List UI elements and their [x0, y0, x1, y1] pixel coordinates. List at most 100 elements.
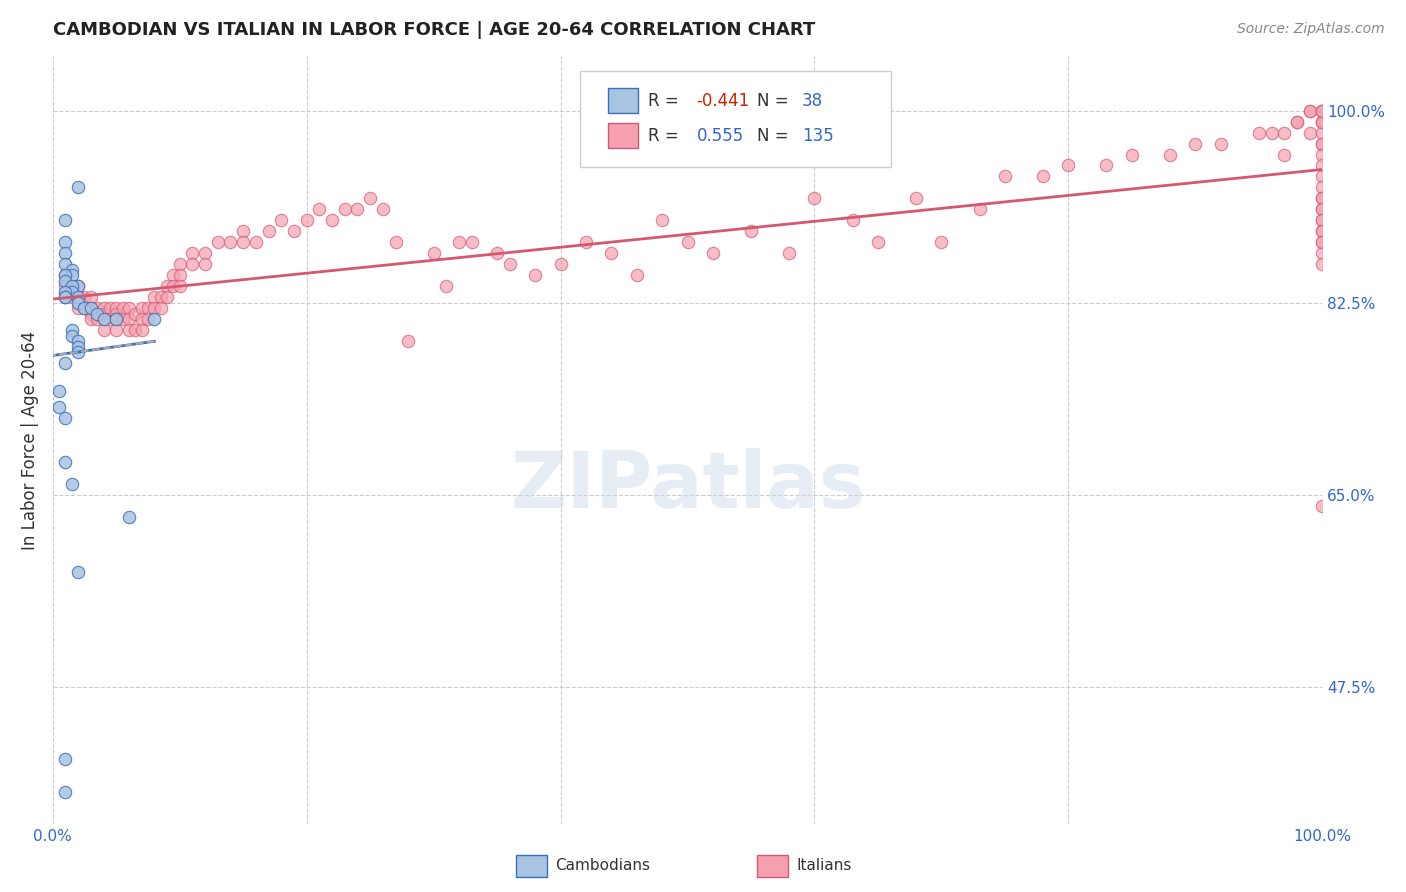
Point [98, 312, 121, 326]
Point [55, 285, 77, 299]
Text: Source: ZipAtlas.com: Source: ZipAtlas.com [1237, 22, 1385, 37]
Point [1310, 103, 1333, 118]
Point [162, 268, 184, 283]
Point [55, 290, 77, 304]
Point [55, 213, 77, 227]
Point [143, 290, 166, 304]
Point [447, 235, 470, 250]
Point [575, 235, 598, 250]
Point [162, 279, 184, 293]
Text: 0.555: 0.555 [696, 127, 744, 145]
Point [149, 290, 172, 304]
Point [55, 279, 77, 293]
Point [931, 235, 953, 250]
Point [460, 235, 482, 250]
Point [67, 279, 90, 293]
Point [111, 301, 134, 316]
Point [131, 301, 153, 316]
Text: R =: R = [648, 127, 685, 145]
Point [143, 301, 166, 316]
Point [67, 345, 90, 359]
Point [86, 307, 108, 321]
Point [1310, 235, 1333, 250]
Point [1310, 114, 1333, 128]
FancyBboxPatch shape [758, 855, 787, 877]
Text: Italians: Italians [797, 858, 852, 873]
Point [308, 202, 330, 217]
Point [124, 323, 146, 337]
Point [80, 290, 103, 304]
Point [499, 257, 522, 271]
Point [93, 307, 115, 321]
Text: -0.441: -0.441 [696, 92, 749, 110]
Point [60, 263, 83, 277]
Point [60, 279, 83, 293]
Point [1310, 103, 1333, 118]
Point [1121, 147, 1143, 161]
Point [1310, 257, 1333, 271]
Point [1310, 147, 1333, 161]
Point [1095, 159, 1118, 173]
Point [740, 224, 762, 238]
Point [422, 246, 444, 260]
Point [1310, 224, 1333, 238]
Point [105, 323, 128, 337]
Point [55, 246, 77, 260]
Point [270, 213, 292, 227]
Point [333, 202, 356, 217]
Point [651, 213, 673, 227]
Point [48, 400, 70, 414]
Point [1310, 114, 1333, 128]
Point [73, 290, 96, 304]
Point [181, 257, 204, 271]
Point [136, 301, 159, 316]
Text: CAMBODIAN VS ITALIAN IN LABOR FORCE | AGE 20-64 CORRELATION CHART: CAMBODIAN VS ITALIAN IN LABOR FORCE | AG… [52, 21, 815, 39]
Point [67, 340, 90, 354]
Point [111, 312, 134, 326]
Point [131, 312, 153, 326]
FancyBboxPatch shape [607, 88, 638, 113]
Point [524, 268, 547, 283]
Point [702, 246, 724, 260]
Point [60, 328, 83, 343]
Y-axis label: In Labor Force | Age 20-64: In Labor Force | Age 20-64 [21, 331, 39, 549]
Point [1310, 191, 1333, 205]
Point [1184, 136, 1206, 151]
Point [1310, 191, 1333, 205]
Point [1298, 126, 1320, 140]
Point [67, 301, 90, 316]
Point [295, 213, 318, 227]
Point [156, 279, 179, 293]
Point [396, 334, 419, 349]
Point [143, 312, 166, 326]
Text: N =: N = [758, 92, 794, 110]
Point [55, 274, 77, 288]
Point [486, 246, 509, 260]
Point [1209, 136, 1232, 151]
Point [105, 312, 128, 326]
Text: 135: 135 [801, 127, 834, 145]
Point [1285, 114, 1308, 128]
Point [118, 301, 141, 316]
Point [67, 180, 90, 194]
Point [55, 257, 77, 271]
Point [232, 235, 254, 250]
Point [93, 312, 115, 326]
Point [1032, 169, 1054, 184]
Point [1310, 499, 1333, 513]
Point [55, 268, 77, 283]
Point [55, 356, 77, 370]
Point [181, 246, 204, 260]
Point [80, 307, 103, 321]
Point [48, 384, 70, 398]
Point [232, 224, 254, 238]
Text: 38: 38 [801, 92, 823, 110]
Point [550, 257, 572, 271]
Point [994, 169, 1017, 184]
Point [60, 323, 83, 337]
Point [905, 191, 928, 205]
Point [1260, 126, 1282, 140]
Point [1310, 136, 1333, 151]
Point [60, 290, 83, 304]
Point [55, 751, 77, 765]
